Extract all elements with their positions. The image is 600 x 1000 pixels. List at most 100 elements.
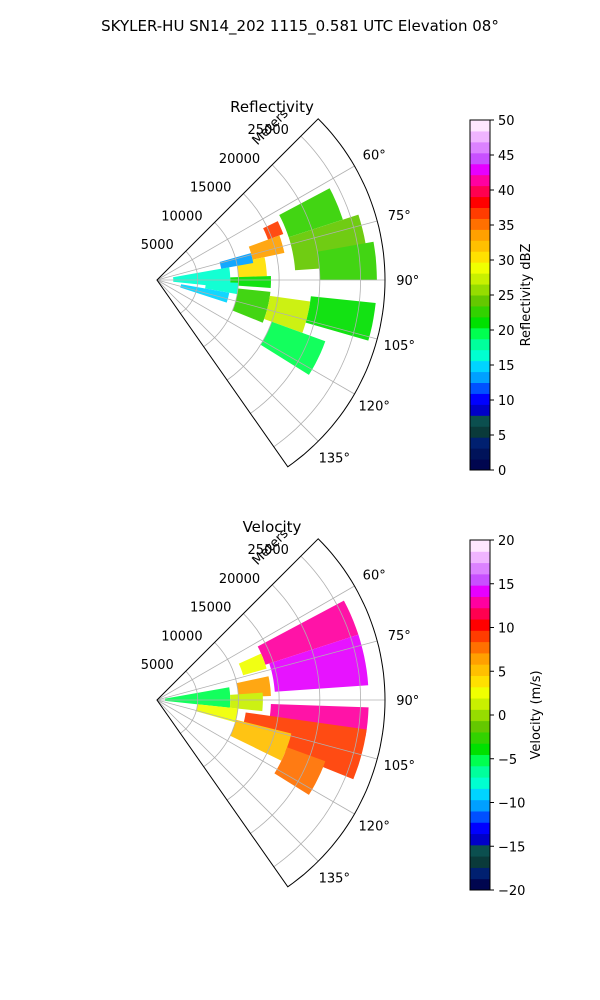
colorbar-tick-label: −5 — [498, 753, 517, 768]
colorbar: 0 5 10 15 20 25 30 35 40 45 50 Reflectivity dBZ — [469, 114, 534, 479]
radar-cell — [230, 719, 292, 761]
colorbar-tick-label: 5 — [498, 665, 506, 680]
radar-cell — [274, 747, 326, 795]
colorbar-segment — [470, 833, 490, 846]
range-tick-label: 10000 — [161, 629, 202, 644]
sector-frame — [156, 118, 386, 468]
colorbar-segment — [470, 573, 490, 586]
reflectivity-title: Reflectivity — [230, 98, 314, 116]
azimuth-spoke — [156, 279, 355, 395]
colorbar-tick-label: 30 — [498, 254, 515, 269]
theta-tick-label: 105° — [384, 339, 415, 354]
colorbar-segment — [470, 120, 490, 132]
theta-tick-label: 90° — [396, 694, 419, 709]
radar-cell — [196, 704, 238, 723]
colorbar-segment — [470, 338, 490, 351]
colorbar-segment — [470, 844, 490, 857]
colorbar-segment — [470, 305, 490, 318]
range-tick-label: 15000 — [190, 601, 231, 616]
colorbar-segment — [470, 207, 490, 219]
velocity-title: Velocity — [243, 518, 302, 536]
theta-tick-label: 90° — [396, 274, 419, 289]
theta-tick-label: 60° — [363, 569, 386, 584]
colorbar-segment — [470, 652, 490, 665]
colorbar-tick-label: 20 — [498, 324, 515, 339]
colorbar-segment — [470, 810, 490, 823]
colorbar-segment — [470, 596, 490, 609]
colorbar-segment — [470, 327, 490, 340]
colorbar-segment — [470, 731, 490, 744]
range-ring — [250, 584, 321, 834]
theta-tick-label: 120° — [359, 399, 390, 414]
radar-cell — [230, 276, 271, 288]
colorbar-label: Velocity (m/s) — [529, 670, 544, 759]
range-ring — [226, 613, 280, 801]
radar-cells — [165, 600, 369, 795]
colorbar-tick-label: 25 — [498, 289, 515, 304]
colorbar-segment — [470, 426, 490, 438]
colorbar-segment — [470, 229, 490, 241]
colorbar-tick-label: 15 — [498, 578, 515, 593]
colorbar-tick-label: −15 — [498, 840, 525, 855]
range-ring — [180, 250, 199, 314]
theta-tick-label: 135° — [319, 871, 350, 886]
colorbar-segment — [470, 765, 490, 778]
colorbar-segment — [470, 664, 490, 676]
range-tick-label: 15000 — [190, 181, 231, 196]
azimuth-spoke — [156, 699, 355, 815]
theta-tick-label: 135° — [319, 451, 350, 466]
colorbar: −20 −15 −10 −5 0 5 10 15 20 Velocity (m/s) — [469, 534, 544, 899]
colorbar-segment — [470, 316, 490, 329]
azimuth-spoke — [156, 699, 378, 760]
range-ring — [203, 222, 239, 348]
range-ring — [273, 555, 361, 868]
colorbar-segment — [470, 788, 490, 801]
colorbar-segment — [470, 754, 490, 767]
velocity-panel: Velocity 60° 75° 90° 105° 120° 135° 5000 10000 1… — [141, 518, 544, 899]
colorbar-tick-label: 5 — [498, 429, 506, 444]
radar-cell — [263, 221, 284, 240]
colorbar-tick-label: −10 — [498, 797, 525, 812]
colorbar-tick-label: 15 — [498, 359, 515, 374]
colorbar-segment — [470, 675, 490, 688]
colorbar-segment — [470, 641, 490, 654]
colorbar-segment — [470, 240, 490, 252]
colorbar-segment — [470, 196, 490, 208]
colorbar-segment — [470, 295, 490, 307]
colorbar-segment — [470, 174, 490, 187]
radar-cell — [180, 284, 230, 303]
colorbar-segment — [470, 720, 490, 733]
reflectivity-panel: Reflectivity 60° 75° 90° 105° 120° 135° 5000 10… — [141, 98, 534, 479]
colorbar-tick-label: 20 — [498, 534, 515, 549]
range-tick-label: 10000 — [161, 209, 202, 224]
colorbar-segment — [470, 284, 490, 296]
theta-tick-label: 75° — [388, 629, 411, 644]
colorbar-segment — [470, 185, 490, 198]
colorbar-segment — [470, 371, 490, 383]
theta-tick-label: 75° — [388, 209, 411, 224]
colorbar-segment — [470, 404, 490, 416]
theta-tick-label: 105° — [384, 759, 415, 774]
theta-tick-label: 120° — [359, 819, 390, 834]
range-ring — [226, 193, 280, 381]
colorbar-segment — [470, 867, 490, 880]
theta-tick-label: 60° — [363, 149, 386, 164]
colorbar-tick-label: 45 — [498, 149, 515, 164]
azimuth-spoke — [156, 220, 378, 281]
polar-grid — [156, 555, 385, 868]
colorbar-tick-label: 35 — [498, 219, 515, 234]
colorbar-segment — [470, 686, 490, 699]
colorbar-segment — [470, 777, 490, 789]
range-tick-label: 20000 — [219, 152, 260, 167]
colorbar-segment — [470, 540, 490, 552]
colorbar-segment — [470, 360, 490, 373]
figure-suptitle: SKYLER-HU SN14_202 1115_0.581 UTC Elevat… — [101, 17, 499, 36]
range-ring — [203, 642, 239, 768]
radar-cell — [305, 296, 376, 341]
azimuth-spoke — [156, 699, 319, 862]
colorbar-segment — [470, 709, 490, 722]
colorbar-segment — [470, 698, 490, 710]
colorbar-tick-label: 10 — [498, 622, 515, 637]
radar-cell — [264, 295, 311, 333]
